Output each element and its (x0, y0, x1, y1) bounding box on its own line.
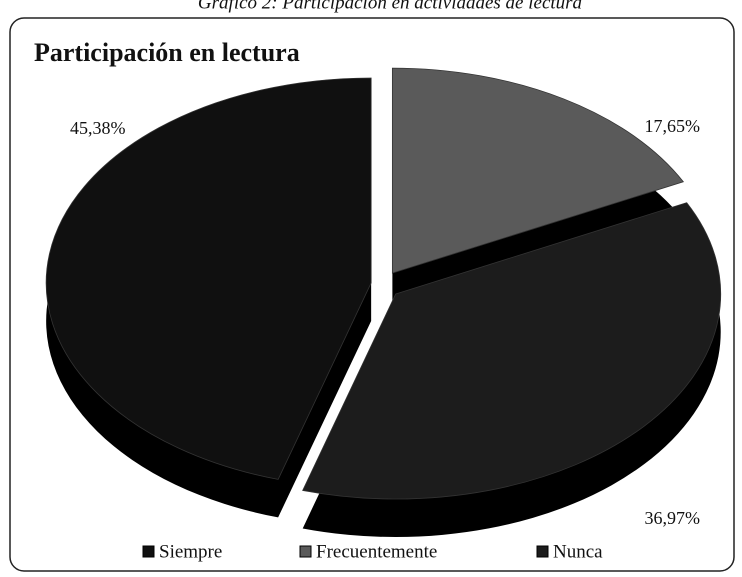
legend-label: Frecuentemente (316, 541, 437, 562)
legend-label: Nunca (553, 541, 603, 562)
legend: Siempre Frecuentemente Nunca (142, 541, 603, 562)
pie (45, 67, 722, 538)
slice (302, 202, 722, 500)
chart-frame (9, 17, 735, 572)
legend-label: Siempre (159, 541, 222, 562)
legend-swatch (142, 545, 155, 558)
legend-swatch (536, 545, 549, 558)
slice (45, 77, 372, 480)
data-label: 45,38% (70, 118, 126, 138)
chart-title: Participación en lectura (34, 38, 300, 67)
data-label: 17,65% (645, 116, 701, 136)
chart-caption: Gráfico 2: Participación en actividades … (198, 0, 582, 13)
slice (391, 67, 684, 274)
data-label: 36,97% (645, 508, 701, 528)
legend-swatch (299, 545, 312, 558)
